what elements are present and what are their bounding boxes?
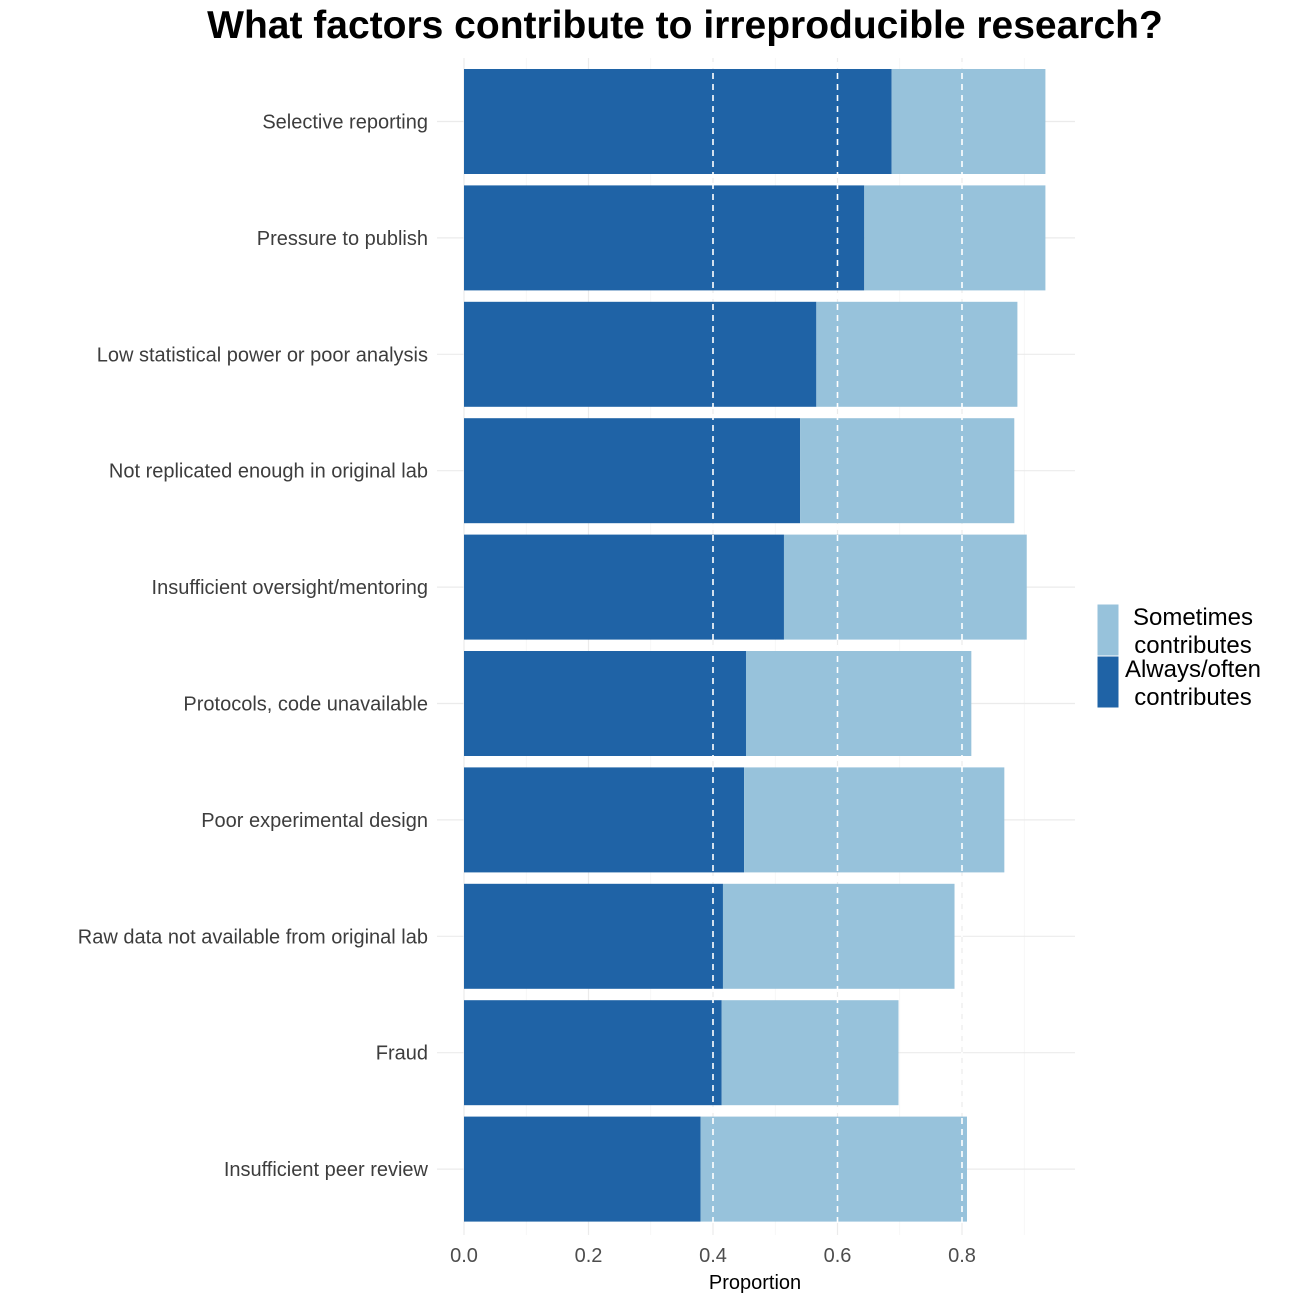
category-label: Raw data not available from original lab [78, 926, 428, 948]
legend: SometimescontributesAlways/oftencontribu… [1096, 603, 1261, 711]
legend-key [1096, 655, 1120, 709]
category-label: Low statistical power or poor analysis [97, 344, 428, 366]
category-label: Pressure to publish [257, 228, 428, 250]
bar-sometimes [700, 1116, 967, 1222]
x-tick-labels-layer: 0.0 0.2 0.4 0.6 0.8 [450, 1245, 976, 1267]
category-labels-layer: Selective reporting Pressure to publish Lo… [78, 112, 429, 1182]
x-tick-label: 0.6 [824, 1245, 852, 1267]
reference-lines-layer [712, 62, 963, 1226]
category-label: Insufficient peer review [224, 1159, 429, 1181]
legend-label: Sometimes [1133, 604, 1253, 631]
bar-sometimes [721, 1000, 899, 1106]
category-label: Selective reporting [262, 112, 428, 134]
bar-sometimes [783, 534, 1027, 640]
bar-always-often [464, 883, 723, 989]
x-tick-label: 0.2 [575, 1245, 603, 1267]
bar-always-often [464, 651, 746, 756]
bar-sometimes [722, 883, 955, 989]
bar-sometimes [800, 418, 1015, 524]
bar-sometimes [891, 69, 1046, 174]
category-label: Not replicated enough in original lab [109, 461, 428, 483]
bars-layer [464, 69, 1046, 1222]
x-tick-label: 0.8 [948, 1245, 976, 1267]
bar-always-often [464, 301, 817, 407]
legend-label: Always/often [1125, 656, 1261, 683]
x-axis-title: Proportion [709, 1272, 801, 1294]
bar-always-often [464, 1000, 722, 1106]
bar-sometimes [816, 301, 1018, 407]
legend-key [1096, 603, 1120, 657]
chart-title: What factors contribute to irreproducibl… [207, 4, 1163, 47]
bar-sometimes [745, 651, 972, 756]
bar-always-often [464, 1116, 701, 1222]
category-label: Insufficient oversight/mentoring [152, 577, 428, 599]
category-label: Protocols, code unavailable [183, 694, 428, 716]
bar-always-often [464, 418, 801, 524]
bar-sometimes [744, 767, 1005, 873]
bar-always-often [464, 767, 745, 873]
category-label: Fraud [376, 1043, 428, 1065]
x-tick-label: 0.4 [699, 1245, 727, 1267]
bar-always-often [464, 69, 892, 174]
x-tick-label: 0.0 [450, 1245, 478, 1267]
category-label: Poor experimental design [201, 810, 428, 832]
legend-label: contributes [1134, 684, 1251, 711]
legend-label: contributes [1134, 632, 1251, 659]
bar-sometimes [864, 185, 1046, 291]
bar-always-often [464, 534, 784, 640]
bar-always-often [464, 185, 865, 291]
